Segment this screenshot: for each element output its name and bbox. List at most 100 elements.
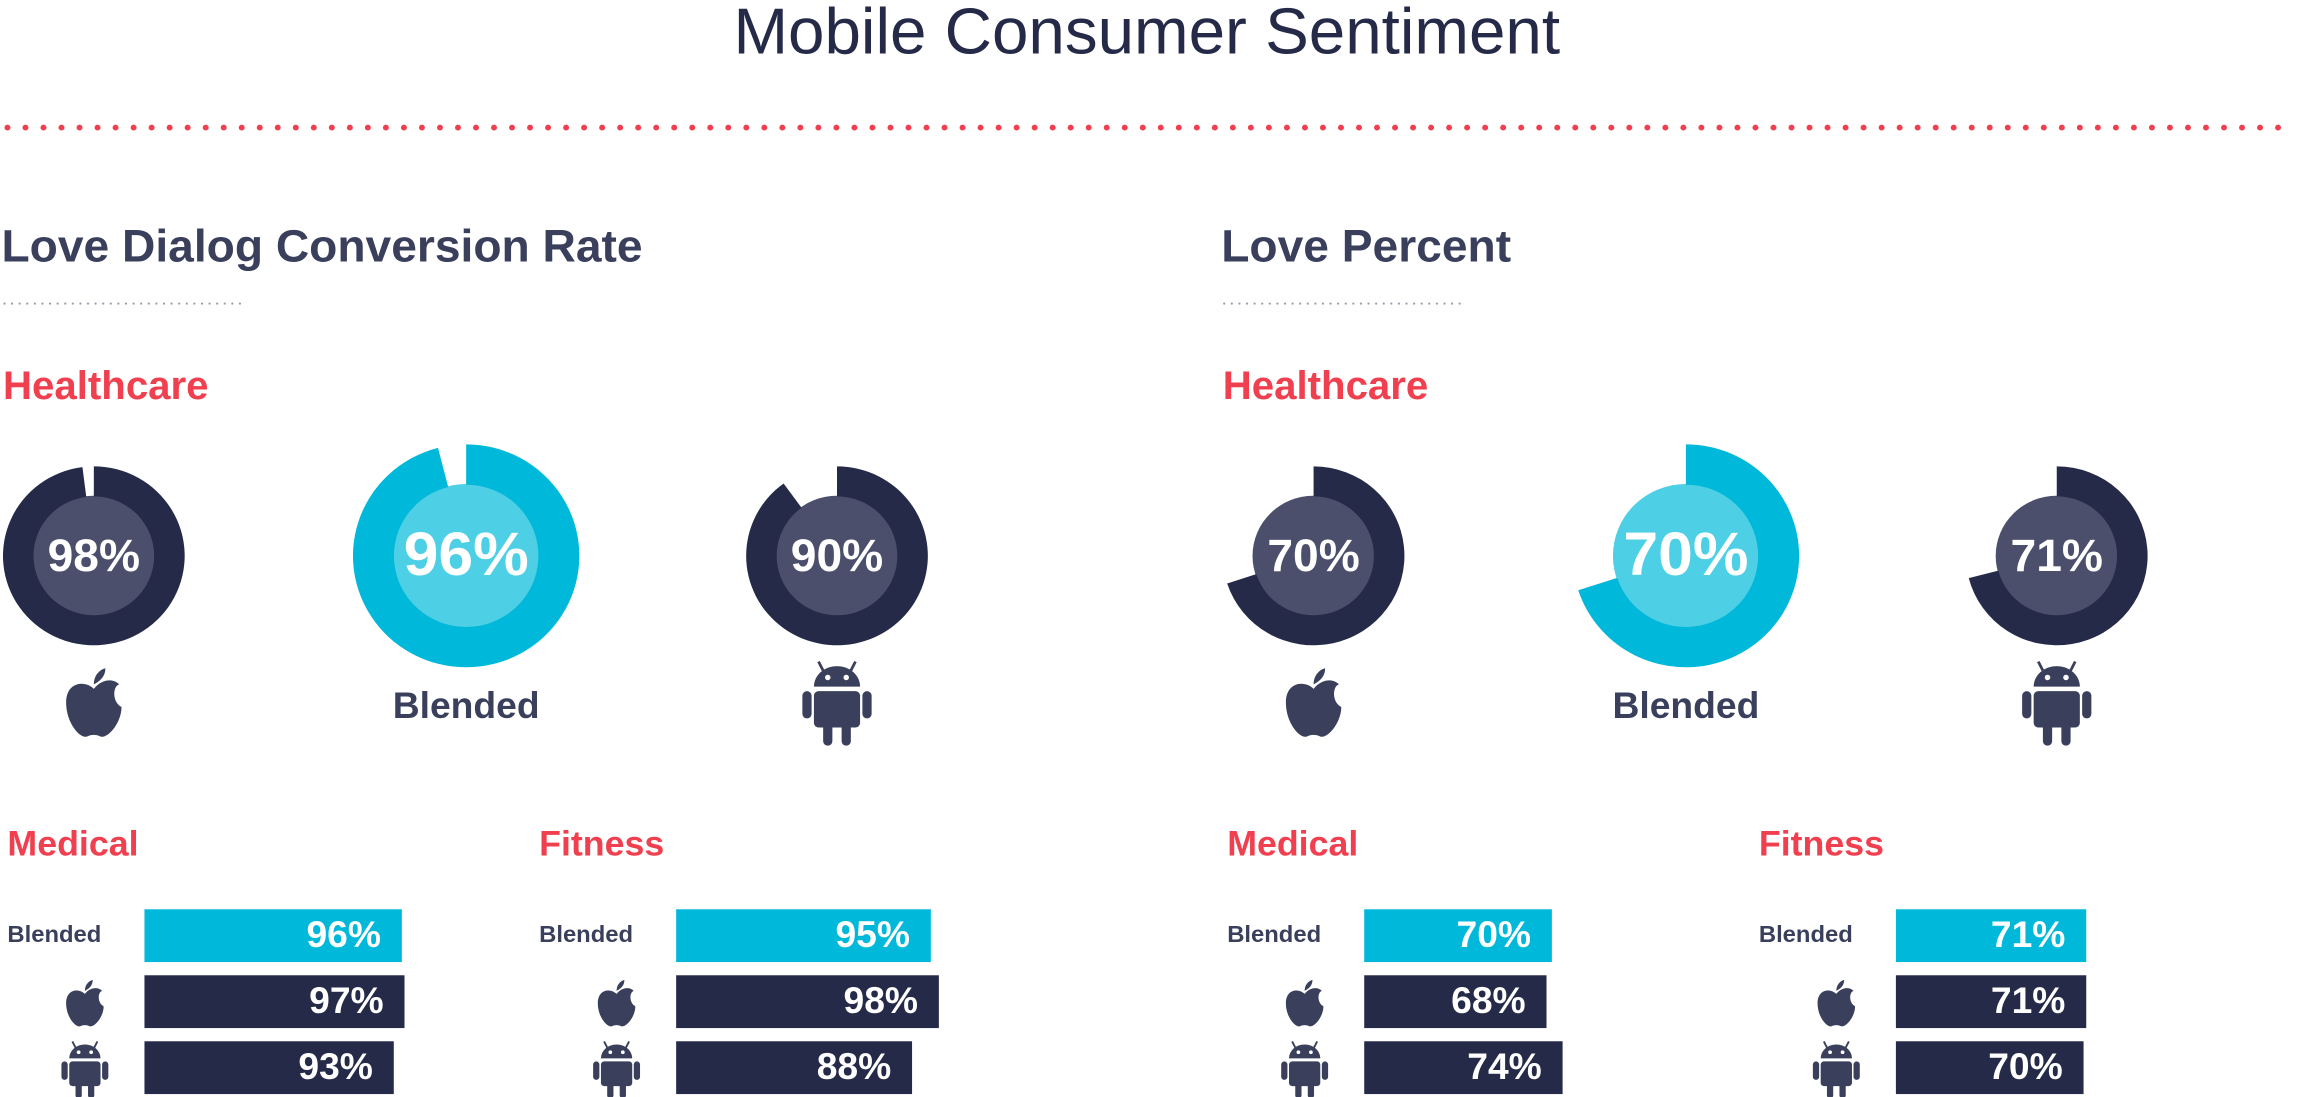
bar <box>1364 975 1547 1029</box>
apple-icon <box>1285 980 1324 1027</box>
donut-center <box>32 495 155 616</box>
android-icon <box>1812 1041 1860 1097</box>
chart-title: Medical <box>1227 824 1358 864</box>
android-arm <box>1812 1061 1820 1080</box>
android-antenna <box>817 660 825 672</box>
android-eye <box>2044 674 2051 681</box>
android-body <box>1820 1061 1852 1087</box>
apple-body <box>597 988 636 1027</box>
apple-body <box>1285 680 1342 737</box>
apple-icon <box>66 668 122 737</box>
apple-body <box>66 988 104 1027</box>
android-antenna <box>71 1041 77 1048</box>
donut-arc <box>1578 444 1800 668</box>
bar-value-label: 93% <box>298 1046 373 1087</box>
apple-leaf <box>1313 668 1326 685</box>
android-leg <box>1295 1082 1302 1097</box>
android-eye <box>1296 1050 1301 1055</box>
android-head <box>2033 666 2080 687</box>
android-leg <box>1826 1082 1834 1097</box>
bar-value-label: 96% <box>306 914 381 955</box>
bar-value-label: 71% <box>1991 980 2066 1021</box>
donut-arc <box>352 444 580 668</box>
bar <box>676 909 931 963</box>
android-eye <box>89 1050 94 1055</box>
android-body <box>600 1061 633 1087</box>
chart-title: Medical <box>7 824 138 864</box>
donut-arc <box>2 466 185 646</box>
android-leg <box>619 1082 626 1097</box>
android-antenna <box>1313 1041 1318 1048</box>
section-heading: Love Dialog Conversion Rate <box>1 221 642 272</box>
donut-value-label: 71% <box>2011 530 2103 581</box>
android-arm <box>1281 1061 1288 1080</box>
android-eye <box>620 1050 625 1055</box>
android-eye <box>1840 1050 1845 1055</box>
apple-icon <box>1817 980 1856 1027</box>
android-leg <box>2042 722 2053 746</box>
bar-value-label: 71% <box>1991 914 2066 955</box>
android-arm <box>802 691 812 719</box>
apple-leaf <box>1836 980 1845 991</box>
android-eye <box>824 674 831 681</box>
android-arm <box>102 1061 109 1080</box>
donut-center <box>1612 483 1759 628</box>
android-leg <box>1839 1082 1846 1097</box>
android-eye <box>608 1050 613 1055</box>
android-antenna <box>93 1041 99 1048</box>
android-body <box>2033 691 2080 728</box>
donut-center <box>775 495 899 616</box>
android-arm <box>1853 1061 1860 1080</box>
bar-value-label: 88% <box>817 1046 892 1087</box>
chart-title: Fitness <box>539 824 664 864</box>
donut-value-label: 98% <box>48 530 140 581</box>
android-arm <box>2022 691 2032 719</box>
apple-leaf <box>84 980 93 991</box>
android-arm <box>1321 1061 1329 1080</box>
donut-center <box>1252 495 1375 616</box>
donut-value-label: 96% <box>404 520 529 588</box>
chart-title: Fitness <box>1759 824 1884 864</box>
bar-value-label: 68% <box>1451 980 1526 1021</box>
donut-value-label: 70% <box>1267 530 1359 581</box>
android-antenna <box>849 660 857 672</box>
android-body <box>813 691 861 728</box>
apple-icon <box>1285 668 1342 737</box>
android-antenna <box>603 1041 609 1048</box>
bar-value-label: 70% <box>1457 914 1532 955</box>
donut-value-label: 70% <box>1623 520 1748 588</box>
android-eye <box>76 1050 81 1055</box>
donut-arc <box>1227 466 1405 646</box>
android-head <box>1820 1044 1852 1059</box>
chart-title: Healthcare <box>3 364 209 408</box>
donut-center <box>393 483 540 628</box>
bar-value-label: 98% <box>844 980 919 1021</box>
bar-category-label: Blended <box>7 922 101 948</box>
android-antenna <box>2069 660 2077 672</box>
android-leg <box>607 1082 614 1097</box>
apple-leaf <box>93 668 106 685</box>
android-icon <box>2022 660 2092 746</box>
donut-center <box>1995 495 2118 616</box>
android-arm <box>593 1061 600 1080</box>
android-antenna <box>1822 1041 1828 1048</box>
donut-arc <box>1968 466 2148 646</box>
bar <box>1895 975 2087 1029</box>
bar-category-label: Blended <box>539 922 633 948</box>
bar <box>676 1041 913 1095</box>
android-leg <box>841 722 851 746</box>
bar <box>144 909 402 963</box>
bar-category-label: Blended <box>1227 922 1321 948</box>
android-arm <box>862 691 872 719</box>
apple-icon <box>66 980 104 1027</box>
android-leg <box>75 1082 82 1097</box>
android-eye <box>1309 1050 1313 1055</box>
android-icon <box>802 660 872 746</box>
apple-icon <box>597 980 636 1027</box>
bar <box>144 975 405 1029</box>
android-arm <box>61 1061 68 1080</box>
android-leg <box>1307 1082 1315 1097</box>
android-head <box>813 666 861 687</box>
bar <box>144 1041 394 1095</box>
